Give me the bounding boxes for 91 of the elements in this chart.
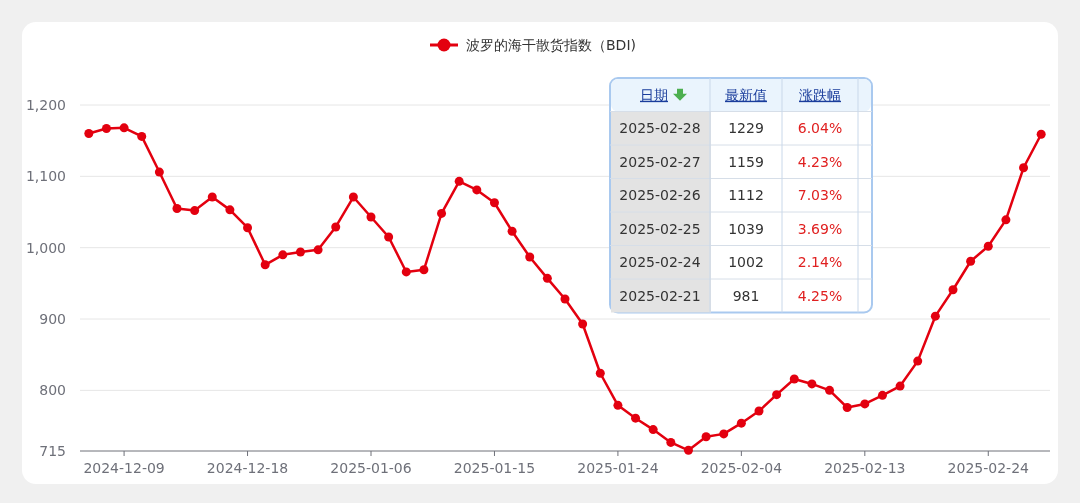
- point: [736, 418, 746, 428]
- annotation: 3.69%: [797, 220, 843, 237]
- legend-label: 波罗的海干散货指数（BDI): [466, 37, 636, 53]
- point: [948, 285, 958, 295]
- point: [207, 192, 217, 202]
- point: [313, 245, 323, 255]
- annotation: 2025-02-28: [619, 120, 701, 137]
- y-tick-label: 715: [39, 443, 66, 459]
- point: [137, 131, 147, 141]
- point: [772, 390, 782, 400]
- annotation: 1039: [728, 220, 764, 237]
- point: [578, 319, 588, 329]
- x-tick-label: 2024-12-09: [83, 460, 165, 476]
- annotation: 4.25%: [797, 287, 843, 304]
- point: [295, 247, 305, 257]
- annotation: 2025-02-25: [619, 220, 701, 237]
- point: [1019, 163, 1029, 173]
- annotation: 1002: [728, 254, 764, 271]
- x-tick-label: 2024-12-18: [206, 460, 289, 476]
- annotation: 4.23%: [797, 153, 843, 170]
- point: [666, 437, 676, 447]
- point: [260, 260, 270, 270]
- annotation: 7.03%: [797, 187, 843, 204]
- point: [895, 381, 905, 391]
- point: [454, 176, 464, 186]
- text: 最新值: [725, 86, 767, 103]
- point: [472, 185, 482, 195]
- point: [225, 205, 235, 215]
- point: [243, 223, 253, 233]
- point: [860, 399, 870, 409]
- annotation: 1229: [728, 120, 764, 137]
- point: [119, 123, 129, 133]
- point: [913, 356, 923, 366]
- point: [419, 265, 429, 275]
- point: [789, 374, 799, 384]
- y-tick-label: 1,100: [25, 168, 66, 185]
- point: [190, 206, 200, 216]
- point: [613, 400, 623, 410]
- annotation: 1112: [728, 187, 764, 204]
- point: [631, 413, 641, 423]
- point: [701, 432, 711, 442]
- point: [331, 222, 341, 232]
- point: [348, 192, 358, 202]
- annotation: 2025-02-26: [619, 187, 701, 204]
- x-tick-label: 2025-01-15: [453, 460, 536, 476]
- point: [401, 267, 411, 277]
- point: [842, 402, 852, 412]
- x-tick-label: 2025-02-13: [824, 460, 906, 476]
- text: 日期: [640, 86, 668, 103]
- point: [101, 124, 111, 134]
- point: [366, 212, 376, 222]
- y-tick-label: 1,200: [25, 97, 66, 113]
- annotation: 2025-02-27: [619, 153, 701, 170]
- point: [437, 208, 447, 218]
- point: [930, 311, 940, 321]
- y-tick-label: 800: [39, 382, 66, 399]
- point: [542, 273, 552, 283]
- point: [525, 252, 535, 262]
- point: [278, 250, 288, 260]
- point: [825, 385, 835, 395]
- point: [595, 368, 605, 378]
- x-tick-label: 2025-01-24: [577, 460, 659, 476]
- point: [560, 294, 570, 304]
- y-tick-label: 1,000: [25, 239, 66, 256]
- x-tick-label: 2025-02-04: [700, 460, 783, 476]
- point: [489, 198, 499, 208]
- x-tick-label: 2025-01-06: [330, 460, 412, 476]
- point: [966, 256, 976, 266]
- point: [1001, 215, 1011, 225]
- annotation: 2.14%: [797, 254, 843, 271]
- text: 涨跌幅: [799, 86, 841, 103]
- point: [648, 425, 658, 435]
- point: [172, 203, 182, 213]
- point: [1036, 129, 1046, 139]
- y-tick-label: 900: [39, 311, 66, 328]
- x-tick-label: 2025-02-24: [947, 460, 1030, 476]
- annotation: 2025-02-24: [619, 254, 701, 271]
- point: [507, 226, 517, 236]
- point: [983, 241, 993, 251]
- point: [754, 406, 764, 416]
- annotation: 981: [732, 287, 760, 304]
- annotation: 2025-02-21: [619, 287, 701, 304]
- annotation: 6.04%: [797, 120, 843, 137]
- point: [154, 167, 164, 177]
- point: [84, 129, 94, 139]
- point: [719, 429, 729, 439]
- point: [683, 445, 693, 455]
- point: [877, 390, 887, 400]
- point: [384, 232, 394, 242]
- point: [807, 379, 817, 389]
- annotation: 1159: [728, 153, 764, 170]
